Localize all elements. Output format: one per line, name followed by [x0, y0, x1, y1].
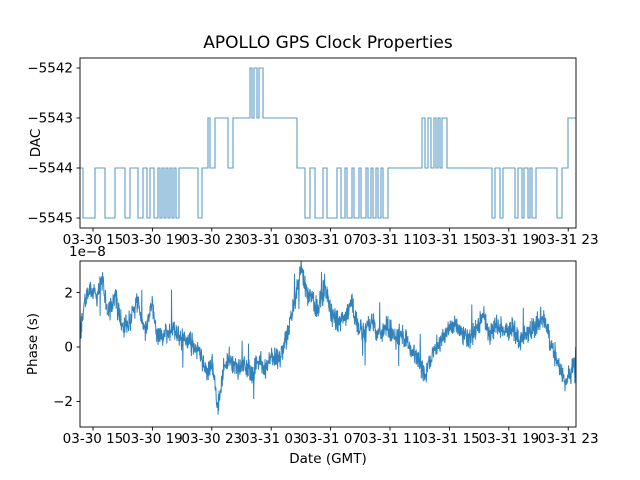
phase-line: [80, 261, 576, 415]
x-tick-label: 03-30 19: [122, 232, 183, 248]
x-tick-label: 03-30 15: [63, 232, 124, 248]
figure-title: APOLLO GPS Clock Properties: [203, 33, 453, 53]
y-tick-label: −5542: [27, 61, 73, 77]
x-tick-label: 03-30 23: [181, 431, 242, 447]
y-tick-label: −5544: [27, 161, 73, 177]
x-tick-label: 03-30 23: [181, 232, 242, 248]
y-tick-label: −2: [53, 394, 73, 410]
x-tick-label: 03-31 19: [478, 232, 539, 248]
xaxis-label: Date (GMT): [289, 451, 366, 467]
phase-offset-label: 1e−8: [69, 244, 106, 260]
y-tick-label: −5545: [27, 211, 73, 227]
x-tick-label: 03-31 15: [419, 431, 480, 447]
x-tick-label: 03-30 19: [122, 431, 183, 447]
y-tick-label: 2: [64, 285, 73, 301]
y-tick-label: −5543: [27, 111, 73, 127]
x-tick-label: 03-31 23: [538, 232, 599, 248]
x-tick-label: 03-31 11: [360, 431, 421, 447]
phase-ylabel: Phase (s): [25, 313, 41, 375]
x-tick-label: 03-30 15: [63, 431, 124, 447]
x-tick-label: 03-31 07: [300, 431, 361, 447]
x-tick-label: 03-31 19: [478, 431, 539, 447]
x-tick-label: 03-31 15: [419, 232, 480, 248]
phase-axes-spines: [79, 260, 577, 428]
dac-axes-spines: [79, 57, 577, 229]
x-tick-label: 03-31 07: [300, 232, 361, 248]
x-tick-label: 03-31 11: [360, 232, 421, 248]
x-tick-label: 03-31 23: [538, 431, 599, 447]
dac-ylabel: DAC: [28, 129, 44, 158]
y-tick-label: 0: [64, 340, 73, 356]
x-tick-label: 03-31 03: [241, 431, 302, 447]
x-tick-label: 03-31 03: [241, 232, 302, 248]
dac-line: [80, 67, 576, 219]
